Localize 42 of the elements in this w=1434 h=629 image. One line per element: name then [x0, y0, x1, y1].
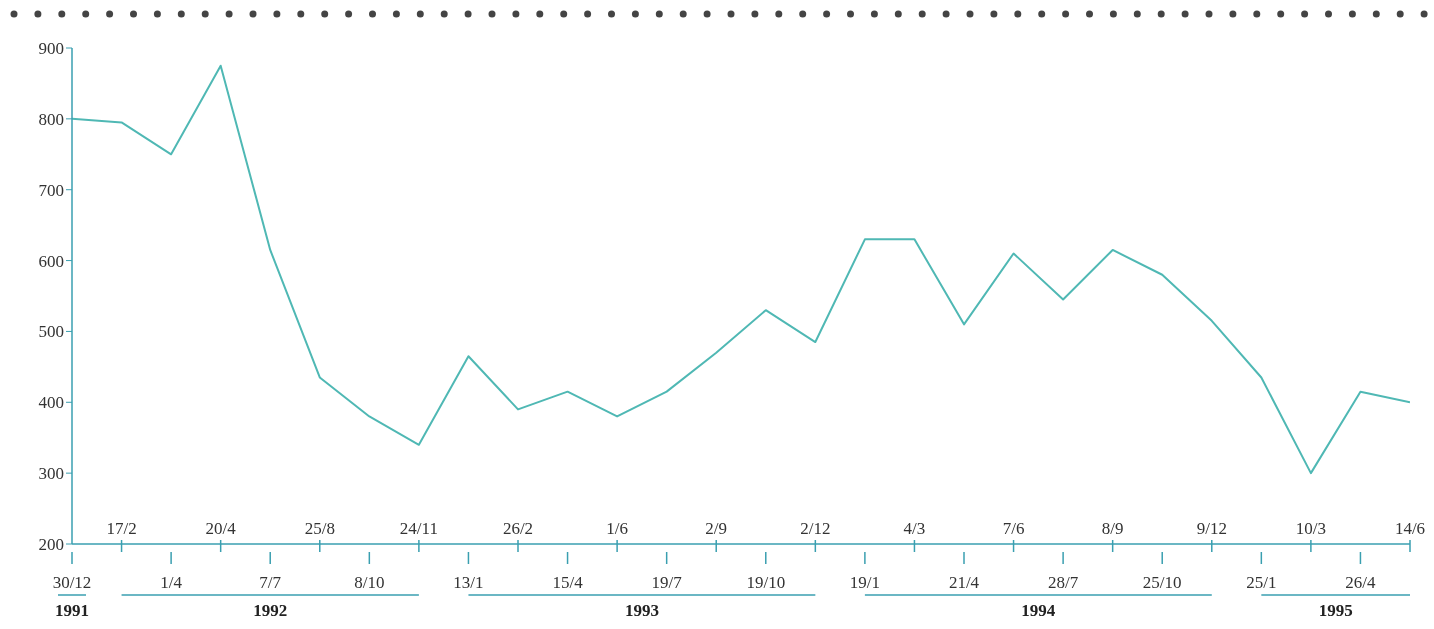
x-tick-label: 24/11	[399, 519, 438, 538]
x-tick-label: 13/1	[453, 573, 484, 592]
text: 1992	[253, 601, 288, 620]
x-tick-label: 19/1	[849, 573, 881, 592]
y-tick-label: 300	[38, 464, 64, 484]
y-tick-label: 500	[38, 322, 64, 342]
x-tick-label: 25/1	[1246, 573, 1277, 592]
text: 1991	[55, 601, 89, 620]
x-tick-label: 1/4	[160, 573, 183, 592]
text: 1994	[1021, 601, 1056, 620]
y-tick-label: 900	[38, 39, 64, 59]
y-tick-label: 400	[38, 393, 64, 413]
x-tick-label: 7/7	[259, 573, 282, 592]
x-tick-label: 20/4	[205, 519, 237, 538]
y-tick-label: 200	[38, 535, 64, 555]
x-tick-label: 2/12	[800, 519, 831, 538]
x-tick-label: 21/4	[948, 573, 980, 592]
x-tick-label: 25/10	[1142, 573, 1182, 592]
x-tick-label: 2/9	[705, 519, 728, 538]
text: 1995	[1318, 601, 1353, 620]
x-tick-label: 19/10	[746, 573, 786, 592]
x-tick-label: 17/2	[106, 519, 137, 538]
x-tick-label: 9/12	[1196, 519, 1227, 538]
x-tick-label: 10/3	[1295, 519, 1327, 538]
x-tick-label: 8/9	[1101, 519, 1124, 538]
x-tick-label: 26/2	[502, 519, 534, 538]
x-tick-label: 8/10	[354, 573, 385, 592]
y-tick-label: 600	[38, 251, 64, 271]
x-tick-label: 30/12	[52, 573, 92, 592]
x-tick-label: 15/4	[552, 573, 584, 592]
y-tick-label: 700	[38, 180, 64, 200]
x-tick-label: 7/6	[1002, 519, 1025, 538]
x-tick-label: 14/6	[1394, 519, 1426, 538]
x-tick-label: 26/4	[1345, 573, 1377, 592]
x-tick-label: 19/7	[651, 573, 683, 592]
x-tick-label: 25/8	[304, 519, 335, 538]
x-tick-label: 28/7	[1047, 573, 1079, 592]
text: 1993	[624, 601, 659, 620]
x-tick-label: 4/3	[903, 519, 926, 538]
x-tick-label: 1/6	[606, 519, 628, 538]
y-tick-label: 800	[38, 109, 64, 129]
line-series	[72, 64, 1410, 475]
